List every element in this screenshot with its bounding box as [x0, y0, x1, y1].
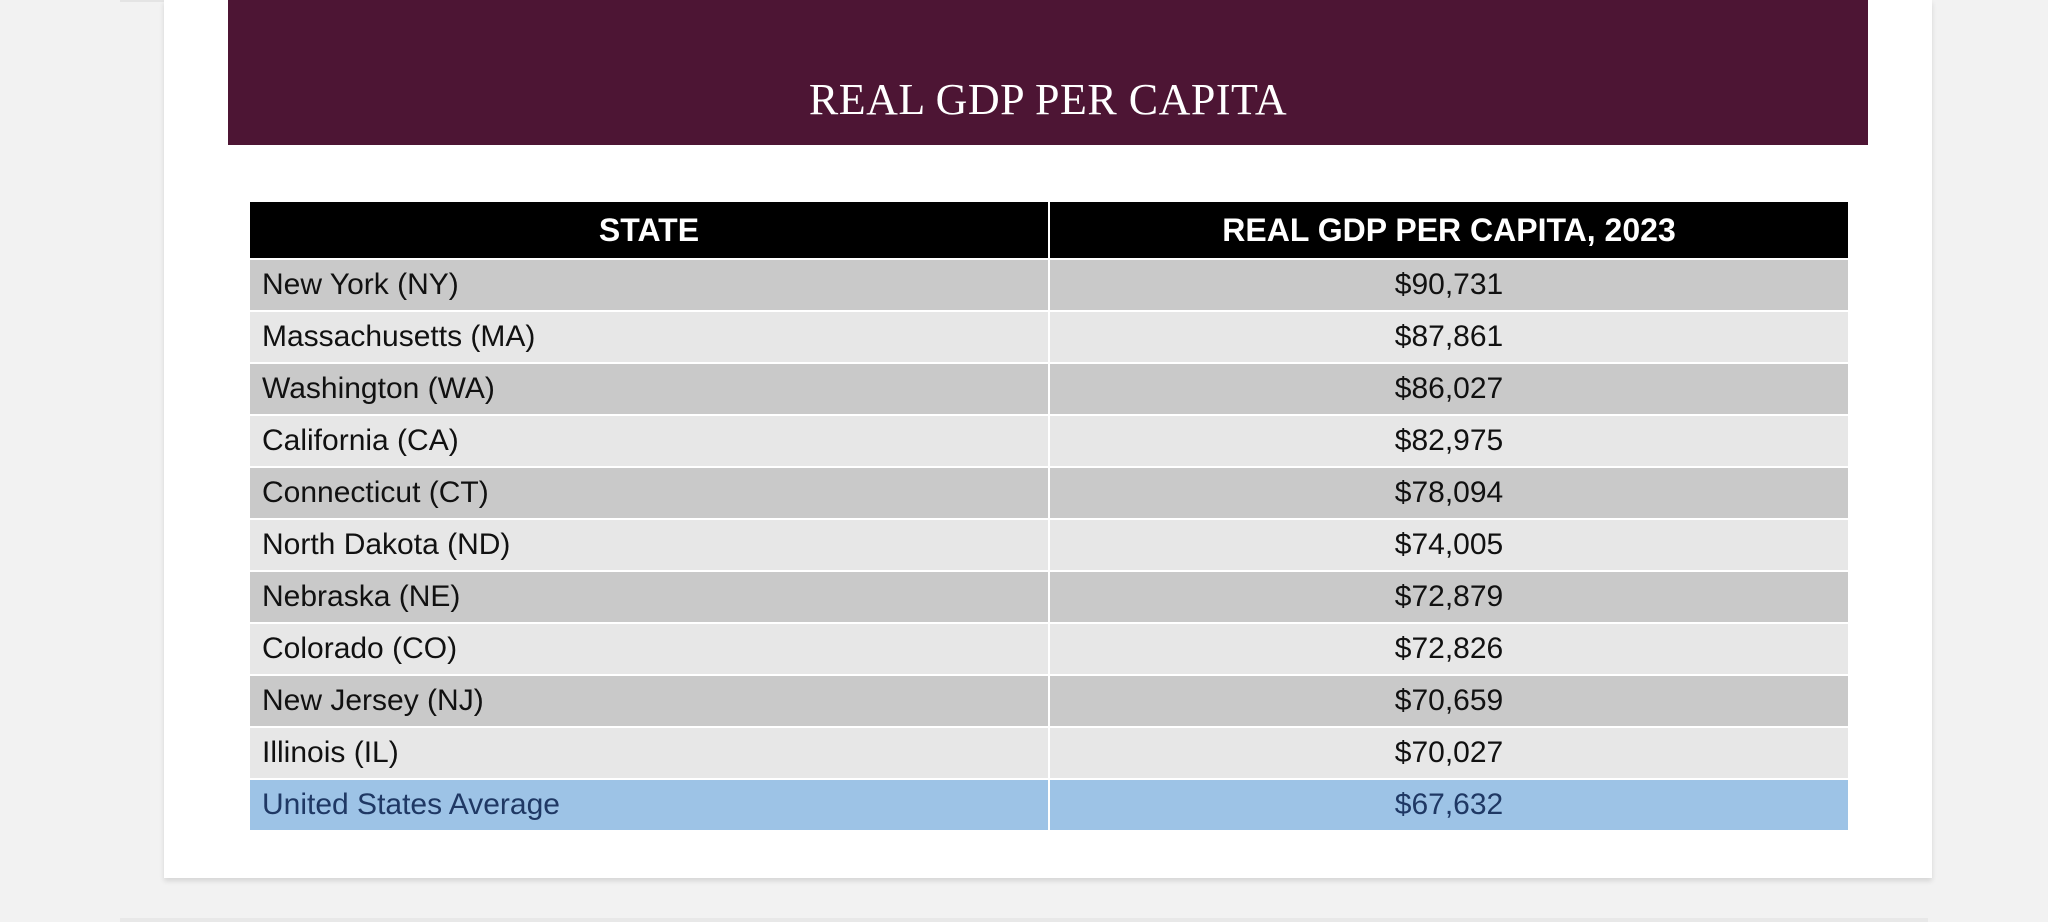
column-header-gdp: REAL GDP PER CAPITA, 2023	[1048, 200, 1850, 260]
gdp-cell: $86,027	[1048, 362, 1850, 416]
title-banner: REAL GDP PER CAPITA	[228, 0, 1868, 145]
table-row: Massachusetts (MA) $87,861	[248, 310, 1850, 364]
us-average-row: United States Average $67,632	[248, 778, 1850, 832]
window-bottom-edge	[120, 918, 1928, 922]
state-cell: California (CA)	[248, 414, 1050, 468]
gdp-cell: $72,826	[1048, 622, 1850, 676]
gdp-cell: $78,094	[1048, 466, 1850, 520]
table-row: Washington (WA) $86,027	[248, 362, 1850, 416]
gdp-cell: $70,027	[1048, 726, 1850, 780]
slide: REAL GDP PER CAPITA STATE REAL GDP PER C…	[164, 0, 1932, 878]
table-row: Colorado (CO) $72,826	[248, 622, 1850, 676]
gdp-cell: $70,659	[1048, 674, 1850, 728]
gdp-cell: $74,005	[1048, 518, 1850, 572]
gdp-table: STATE REAL GDP PER CAPITA, 2023 New York…	[248, 200, 1850, 832]
table-header-row: STATE REAL GDP PER CAPITA, 2023	[248, 200, 1850, 260]
table-row: Connecticut (CT) $78,094	[248, 466, 1850, 520]
state-cell: Colorado (CO)	[248, 622, 1050, 676]
gdp-cell: $67,632	[1048, 778, 1850, 832]
state-cell: United States Average	[248, 778, 1050, 832]
gdp-cell: $87,861	[1048, 310, 1850, 364]
state-cell: New Jersey (NJ)	[248, 674, 1050, 728]
state-cell: New York (NY)	[248, 258, 1050, 312]
state-cell: Illinois (IL)	[248, 726, 1050, 780]
state-cell: Massachusetts (MA)	[248, 310, 1050, 364]
state-cell: North Dakota (ND)	[248, 518, 1050, 572]
gdp-cell: $82,975	[1048, 414, 1850, 468]
gdp-cell: $72,879	[1048, 570, 1850, 624]
table-row: New Jersey (NJ) $70,659	[248, 674, 1850, 728]
state-cell: Nebraska (NE)	[248, 570, 1050, 624]
gdp-cell: $90,731	[1048, 258, 1850, 312]
column-header-state: STATE	[248, 200, 1050, 260]
table-row: California (CA) $82,975	[248, 414, 1850, 468]
table-row: Illinois (IL) $70,027	[248, 726, 1850, 780]
state-cell: Washington (WA)	[248, 362, 1050, 416]
state-cell: Connecticut (CT)	[248, 466, 1050, 520]
slide-title: REAL GDP PER CAPITA	[808, 75, 1288, 124]
table-row: Nebraska (NE) $72,879	[248, 570, 1850, 624]
table-row: North Dakota (ND) $74,005	[248, 518, 1850, 572]
table-row: New York (NY) $90,731	[248, 258, 1850, 312]
